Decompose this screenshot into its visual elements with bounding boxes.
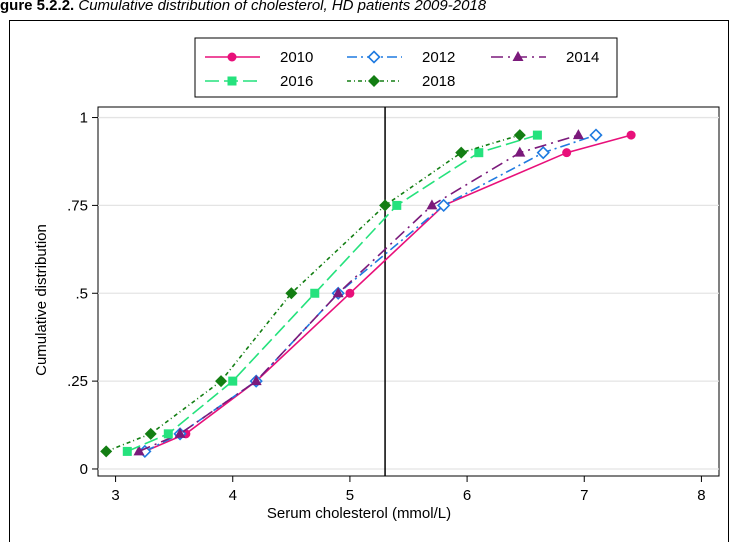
x-tick-label: 5: [346, 487, 354, 504]
data-point-2016: [474, 148, 484, 158]
data-point-2018: [144, 427, 157, 440]
x-tick-label: 7: [580, 487, 588, 504]
series-2014: [133, 129, 584, 456]
series-2016: [122, 130, 542, 456]
figure-caption-lead: gure 5.2.2.: [0, 0, 75, 14]
cumulative-distribution-chart: 0 .25 .5 .75 1 3 4 5 6 7 8 2010 2012 2014 2016 2018 Se…: [33, 37, 720, 522]
y-tick-label: .5: [75, 285, 88, 302]
data-point-2014: [514, 146, 526, 157]
data-point-2010: [626, 130, 636, 140]
x-tick-label: 8: [697, 487, 705, 504]
figure-caption-text: Cumulative distribution of cholesterol, …: [74, 0, 487, 14]
data-point-2010: [345, 288, 355, 298]
data-point-2012: [437, 198, 451, 213]
data-point-2014: [174, 427, 186, 438]
data-point-2012: [536, 146, 550, 160]
legend-item-2018: 2018: [347, 73, 455, 90]
data-point-2016: [163, 429, 173, 439]
data-point-2014: [332, 287, 344, 298]
legend-box: [194, 37, 618, 98]
legend-marker-2018: [368, 75, 380, 87]
legend-marker-2012: [367, 50, 381, 64]
plot-frame: 0 .25 .5 .75 1 3 4 5 6 7 8 2010 2012 2014 2016 2018 Se…: [9, 20, 729, 542]
legend-item-2016: 2016: [205, 73, 313, 90]
data-point-2018: [379, 199, 392, 212]
figure-caption: gure 5.2.2. Cumulative distribution of c…: [0, 0, 732, 15]
legend-item-2010: 2010: [205, 49, 313, 66]
y-axis-label: Cumulative distribution: [33, 224, 50, 376]
data-point-2012: [589, 128, 603, 142]
data-point-2018: [455, 146, 468, 159]
series-2018: [100, 129, 526, 458]
legend-marker-2016: [227, 76, 237, 86]
x-axis-label: Serum cholesterol (mmol/L): [267, 505, 451, 522]
data-point-2010: [562, 148, 572, 158]
data-point-2016: [122, 446, 132, 456]
legend-label-2012: 2012: [422, 49, 455, 66]
data-point-2018: [285, 287, 298, 300]
legend-marker-2014: [512, 51, 524, 61]
y-tick-label: 1: [80, 110, 88, 127]
data-point-2018: [513, 129, 526, 142]
x-tick-label: 4: [229, 487, 237, 504]
data-point-2018: [215, 375, 228, 388]
x-tick-label: 3: [111, 487, 119, 504]
data-point-2014: [572, 129, 584, 140]
legend-label-2010: 2010: [280, 49, 313, 66]
plot-area: [97, 106, 720, 477]
legend-item-2012: 2012: [347, 49, 455, 66]
legend-label-2016: 2016: [280, 73, 313, 90]
data-point-2016: [392, 200, 402, 210]
data-point-2014: [250, 375, 262, 386]
data-point-2016: [228, 376, 238, 386]
y-tick-label: .75: [67, 197, 88, 214]
data-point-2016: [310, 288, 320, 298]
data-point-2014: [133, 445, 145, 456]
legend-marker-2010: [227, 52, 237, 62]
y-tick-label: 0: [80, 461, 88, 478]
legend-label-2018: 2018: [422, 73, 455, 90]
x-tick-label: 6: [463, 487, 471, 504]
legend-label-2014: 2014: [566, 49, 599, 66]
y-tick-label: .25: [67, 373, 88, 390]
data-point-2014: [426, 199, 438, 210]
data-point-2016: [532, 130, 542, 140]
data-point-2018: [100, 445, 113, 458]
legend-item-2014: 2014: [491, 49, 599, 66]
